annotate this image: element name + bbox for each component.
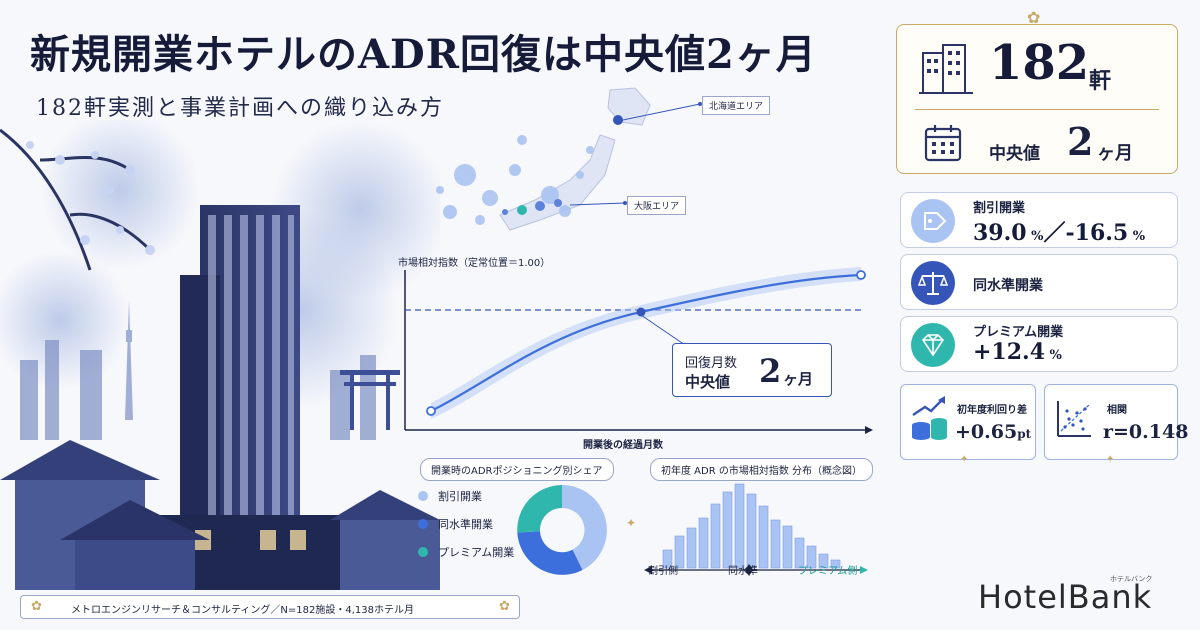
distribution-left-label: 割引側 <box>648 566 678 577</box>
price-tag-icon <box>911 199 955 243</box>
hist-bar <box>770 519 781 569</box>
legend-premium-swatch <box>418 547 428 557</box>
building-icon <box>919 44 973 94</box>
hist-bar <box>782 525 793 569</box>
kpi-summary-card: 182 軒 中央値 2 ヶ月 <box>896 24 1178 174</box>
same-level-label: 同水準開業 <box>973 278 1043 294</box>
median-recovery-callout: 回復月数 中央値 2 ヶ月 <box>672 343 832 397</box>
hist-bar <box>794 537 805 569</box>
kpi-same-level-card: 同水準開業 <box>900 254 1178 310</box>
distribution-histogram <box>644 483 868 576</box>
discount-value: 39.0 %／-16.5 % <box>973 220 1146 246</box>
brand-logo: HotelBank <box>978 578 1153 616</box>
legend-discount-swatch <box>418 491 428 501</box>
hist-bar <box>830 559 841 569</box>
page-title: 新規開業ホテルのADR回復は中央値2ヶ月 <box>30 31 817 78</box>
premium-value: +12.4 % <box>973 339 1062 365</box>
hist-bar <box>758 505 769 569</box>
hist-bar <box>722 491 733 569</box>
callout-line1: 回復月数 <box>685 356 738 371</box>
hotels-count-value: 182 <box>989 35 1090 91</box>
kpi-discount-card: 割引開業 39.0 %／-16.5 % <box>900 192 1178 248</box>
calendar-icon <box>924 125 962 162</box>
hist-bar <box>686 527 697 569</box>
hotels-count-unit: 軒 <box>1089 68 1112 94</box>
map-dot-hokkaido <box>613 115 623 125</box>
legend-same-level-swatch <box>418 519 428 529</box>
hist-bar <box>698 517 709 569</box>
legend-same-level: 同水準開業 <box>418 516 493 532</box>
yield-spread-label: 初年度利回り差 <box>957 405 1027 416</box>
kpi-correlation-card: 相関 r=0.148 <box>1044 384 1188 460</box>
callout-line2: 中央値 <box>685 373 731 391</box>
gold-flower-icon: ✿ <box>31 599 42 614</box>
yield-spread-value: +0.65pt <box>955 421 1032 443</box>
coins-growth-icon <box>912 396 947 440</box>
page-subtitle: 182軒実測と事業計画への織り込み方 <box>36 96 444 121</box>
kpi-divider <box>915 109 1159 110</box>
sparkle-icon: ✦ <box>1106 454 1115 465</box>
median-label: 中央値 <box>989 144 1040 164</box>
balance-scale-icon <box>911 261 955 305</box>
callout-unit: ヶ月 <box>783 370 814 388</box>
callout-number: 2 <box>759 352 782 390</box>
premium-label: プレミアム開業 <box>973 325 1064 340</box>
kpi-yield-spread-card: 初年度利回り差 +0.65pt <box>900 384 1036 460</box>
curve-end-point <box>856 270 866 280</box>
hist-bar <box>806 545 817 569</box>
hist-bar <box>662 549 673 569</box>
gold-flower-icon: ✿ <box>499 599 510 614</box>
source-footer: ✿ メトロエンジンリサーチ＆コンサルティング／N=182施設・4,138ホテル月… <box>20 595 520 619</box>
distribution-right-label: プレミアム側 <box>798 566 858 577</box>
median-value: 2 <box>1067 119 1094 164</box>
distribution-center-label: 同水準 <box>728 566 758 577</box>
donut-slice-premium <box>517 485 562 533</box>
scatter-plot-icon <box>1057 401 1091 437</box>
hist-bar <box>746 493 757 569</box>
correlation-label: 相関 <box>1107 405 1127 416</box>
kpi-premium-card: プレミアム開業 +12.4 % <box>900 316 1178 372</box>
source-text: メトロエンジンリサーチ＆コンサルティング／N=182施設・4,138ホテル月 <box>71 605 414 616</box>
median-unit: ヶ月 <box>1097 143 1133 164</box>
curve-start-point <box>426 406 436 416</box>
legend-premium: プレミアム開業 <box>418 544 514 560</box>
osaka-label: 大阪エリア <box>627 196 687 215</box>
hokkaido-label: 北海道エリア <box>702 96 771 115</box>
recovery-line-chart <box>404 267 873 434</box>
gold-flower-icon: ✿ <box>1027 8 1041 27</box>
share-donut-chart <box>517 485 607 575</box>
map-dot-osaka <box>517 205 527 215</box>
median-intersection-point <box>636 307 646 317</box>
japan-map <box>436 87 702 231</box>
recovery-x-axis-title: 開業後の経過月数 <box>583 440 663 451</box>
donut-slice-same-level <box>517 531 583 575</box>
hist-bar <box>734 483 745 569</box>
diamond-icon <box>911 323 955 367</box>
legend-discount: 割引開業 <box>418 488 482 504</box>
recovery-y-axis-title: 市場相対指数（定常位置＝1.00） <box>398 258 551 269</box>
correlation-value: r=0.148 <box>1103 421 1189 443</box>
divider-sparkle: ✦ <box>626 516 637 530</box>
brand-kana: ホテルバンク <box>1110 575 1153 583</box>
hist-bar <box>818 553 829 569</box>
recovery-band <box>431 267 861 419</box>
discount-label: 割引開業 <box>973 201 1026 216</box>
donut-slice-discount <box>562 485 607 570</box>
hist-bar <box>674 535 685 569</box>
hist-bar <box>710 503 721 569</box>
share-chart-title: 開業時のADRポジショニング別シェア <box>420 458 614 481</box>
distribution-chart-title: 初年度 ADR の市場相対指数 分布（概念図） <box>650 458 874 481</box>
hotel-city-illustration <box>0 120 440 590</box>
sparkle-icon: ✦ <box>960 454 969 465</box>
